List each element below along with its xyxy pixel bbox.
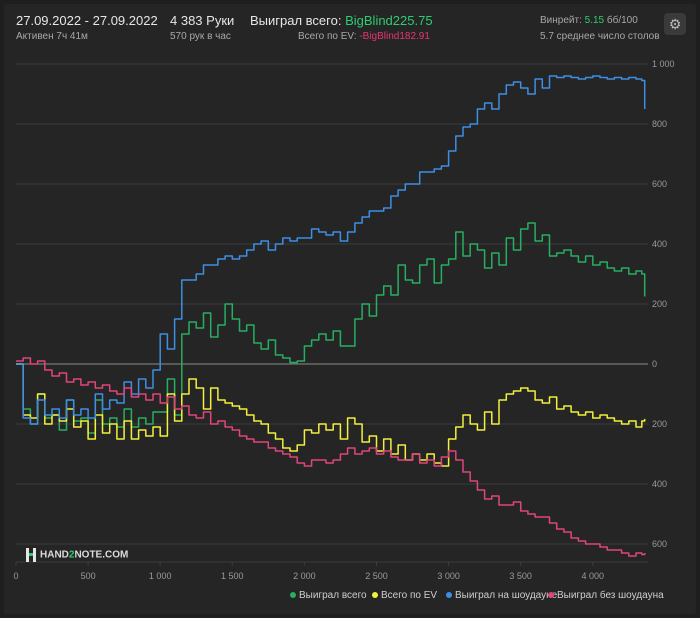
y-tick-label: 200	[652, 299, 667, 309]
hands-count: 4 383 Руки	[170, 13, 235, 28]
x-tick-label: 3 000	[437, 571, 460, 581]
grid-layer	[15, 63, 648, 566]
won-total-label: Выиграл всего:	[250, 13, 342, 28]
avg-tables: 5.7 среднее число столов	[540, 31, 660, 42]
x-tick-label: 1 000	[149, 571, 172, 581]
legend-dot-icon	[290, 592, 296, 599]
y-tick-label: 1 000	[652, 59, 675, 69]
ev-total-label: Всего по EV:	[298, 31, 357, 42]
hand2note-logo: HAND2NOTE.COM	[26, 548, 128, 562]
legend-label: Всего по EV	[381, 590, 438, 601]
date-range: 27.09.2022 - 27.09.2022	[16, 13, 158, 28]
x-tick-label: 3 500	[509, 571, 532, 581]
tick-layer: 1 000 800 600 400 200 0 200 400 600 0 500 1 000 1 50…	[13, 59, 674, 581]
y-tick-label: 400	[652, 239, 667, 249]
series-line-1[interactable]	[16, 363, 646, 467]
legend-dot-icon	[446, 592, 452, 599]
won-total-value: BigBlind225.75	[345, 13, 433, 28]
series-line-3[interactable]	[16, 357, 646, 557]
x-tick-label: 2 500	[365, 571, 388, 581]
winrate: Винрейт: 5.15 бб/100	[540, 15, 638, 26]
winrate-label: Винрейт:	[540, 15, 582, 26]
winrate-value: 5.15	[584, 15, 605, 26]
legend-dot-icon	[548, 592, 554, 599]
x-tick-label: 4 000	[582, 571, 605, 581]
legend-label: Выиграл всего	[299, 590, 367, 601]
y-tick-label: 800	[652, 119, 667, 129]
legend-label: Выиграл на шоудауне	[455, 590, 558, 601]
x-tick-label: 500	[81, 571, 96, 581]
legend-label: Выиграл без шоудауна	[557, 590, 664, 601]
legend-dot-icon	[372, 592, 378, 599]
hands-per-hour: 570 рук в час	[170, 31, 231, 42]
legend-item-3[interactable]: Выиграл без шоудауна	[548, 590, 664, 601]
ev-total: Всего по EV: -BigBlind182.91	[298, 31, 430, 42]
y-tick-label: 400	[652, 479, 667, 489]
ev-total-value: -BigBlind182.91	[359, 31, 430, 42]
y-tick-label: 200	[652, 419, 667, 429]
series-layer	[16, 75, 646, 557]
x-tick-label: 2 000	[293, 571, 316, 581]
active-time: Активен 7ч 41м	[16, 31, 88, 42]
y-tick-label: 0	[652, 359, 657, 369]
legend-item-1[interactable]: Всего по EV	[372, 590, 437, 601]
settings-gear-icon[interactable]: ⚙	[664, 13, 686, 35]
won-total: Выиграл всего: BigBlind225.75	[250, 13, 433, 28]
y-tick-label: 600	[652, 179, 667, 189]
hand2note-logo-icon	[26, 548, 36, 562]
legend-item-2[interactable]: Выиграл на шоудауне	[446, 590, 557, 601]
series-line-2[interactable]	[16, 75, 646, 425]
y-tick-label: 600	[652, 539, 667, 549]
x-tick-label: 1 500	[221, 571, 244, 581]
winrate-suffix: бб/100	[606, 15, 638, 26]
legend-item-0[interactable]: Выиграл всего	[290, 590, 367, 601]
x-tick-label: 0	[13, 571, 18, 581]
chart-panel	[4, 4, 696, 614]
